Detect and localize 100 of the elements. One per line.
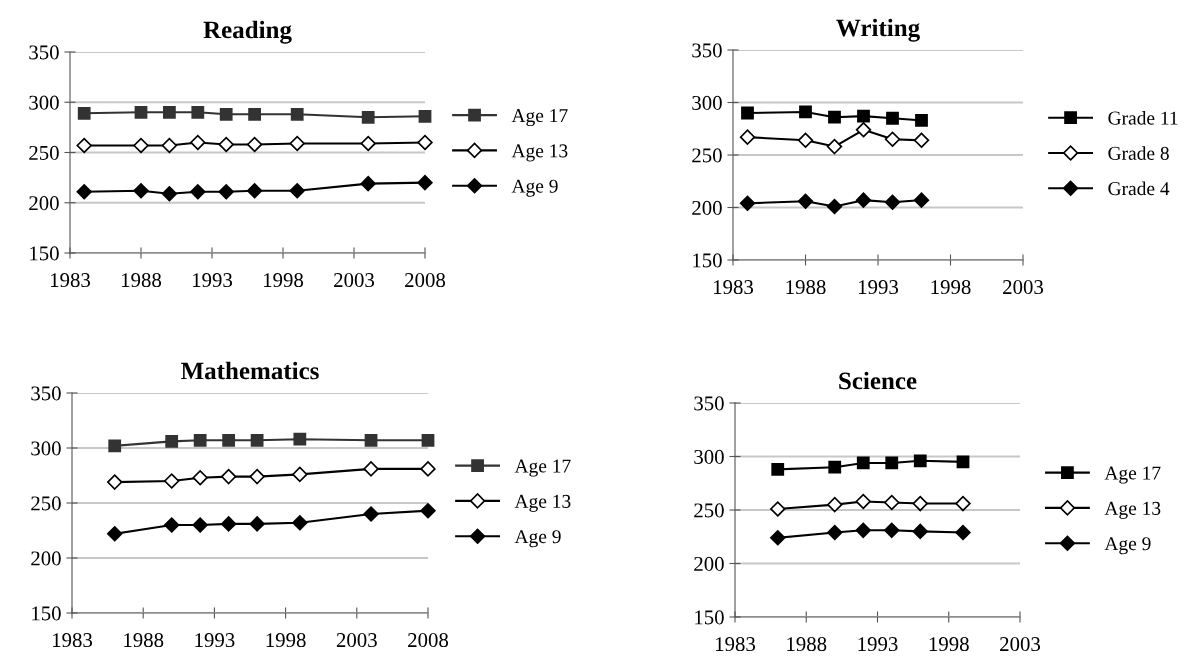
point [827,524,843,541]
point [249,468,265,485]
legend-label: Age 17 [1104,466,1161,484]
point [220,516,237,532]
point [741,106,754,120]
y-tick-label: 350 [692,43,722,58]
point [163,473,180,489]
legend-label: Age 9 [511,179,558,197]
x-tick-label: 2003 [1003,280,1044,295]
x-tick-label: 1983 [714,280,754,295]
point [76,137,92,154]
chart-title: Reading [203,20,292,44]
point [163,517,180,533]
point [360,175,376,192]
point [220,468,237,485]
legend-label: Age 13 [511,144,568,162]
point [912,523,928,540]
point [293,432,307,446]
point [956,455,970,469]
legend-label: Age 17 [514,459,571,477]
point [193,433,207,447]
x-tick-label: 1993 [193,273,233,288]
legend-label: Grade 11 [1108,110,1178,125]
point [913,192,930,208]
y-tick-label: 250 [692,148,722,163]
x-tick-label: 2008 [405,273,446,288]
x-tick-label: 1993 [195,633,235,648]
legend-label: Grade 4 [1108,181,1170,196]
point [361,110,375,124]
x-tick-label: 2003 [336,633,377,648]
point [886,111,899,125]
y-tick-label: 350 [31,386,61,401]
point [161,185,178,202]
x-tick-label: 1993 [859,280,899,295]
y-tick-label: 200 [31,551,61,566]
point [955,495,971,512]
point [363,506,379,522]
legend-label: Age 9 [1104,537,1151,555]
point [420,502,436,519]
point [133,137,149,154]
x-tick-label: 1983 [51,273,91,288]
point [108,439,122,453]
point [421,433,435,447]
point [855,493,871,510]
point [192,469,208,486]
point [289,135,305,152]
point [163,105,176,119]
point [364,433,378,447]
x-tick-label: 1983 [716,637,756,652]
x-tick-label: 1988 [786,280,826,295]
x-tick-label: 1998 [264,273,304,288]
point [739,129,756,145]
x-tick-label: 1988 [787,637,827,652]
legend-label: Age 13 [514,494,571,512]
point [420,461,436,477]
point [771,462,785,476]
point [855,192,872,208]
point [884,131,901,147]
point [417,134,433,151]
x-tick-label: 1983 [53,633,93,648]
point [289,182,305,199]
point [797,193,814,209]
point [417,174,433,191]
point [248,107,261,121]
point [857,109,870,123]
point [912,495,928,512]
y-tick-label: 350 [29,45,59,60]
point [799,105,812,119]
point [290,107,304,121]
point [218,136,234,153]
point [826,138,843,155]
y-tick-label: 150 [695,610,724,625]
point [363,461,379,477]
point [190,183,206,200]
y-tick-label: 350 [694,396,724,411]
point [77,106,91,120]
point [828,110,841,124]
point [107,526,123,542]
y-tick-label: 200 [692,200,722,215]
point [885,456,899,470]
chart-title: Writing [836,18,920,42]
x-tick-label: 1998 [929,637,969,652]
y-tick-label: 200 [29,196,59,211]
point [855,522,871,539]
point [250,433,264,447]
point [360,135,376,152]
y-tick-label: 300 [31,441,61,456]
point [190,134,206,151]
point [134,105,148,119]
legend-label: Age 13 [1104,501,1161,519]
legend-label: Grade 8 [1108,146,1169,160]
point [191,105,205,119]
point [770,530,786,546]
y-tick-label: 300 [694,449,724,464]
point [884,194,901,210]
point [915,113,928,127]
point [856,456,870,470]
x-tick-label: 1988 [122,273,162,288]
y-tick-label: 300 [692,95,722,110]
point [292,515,308,531]
